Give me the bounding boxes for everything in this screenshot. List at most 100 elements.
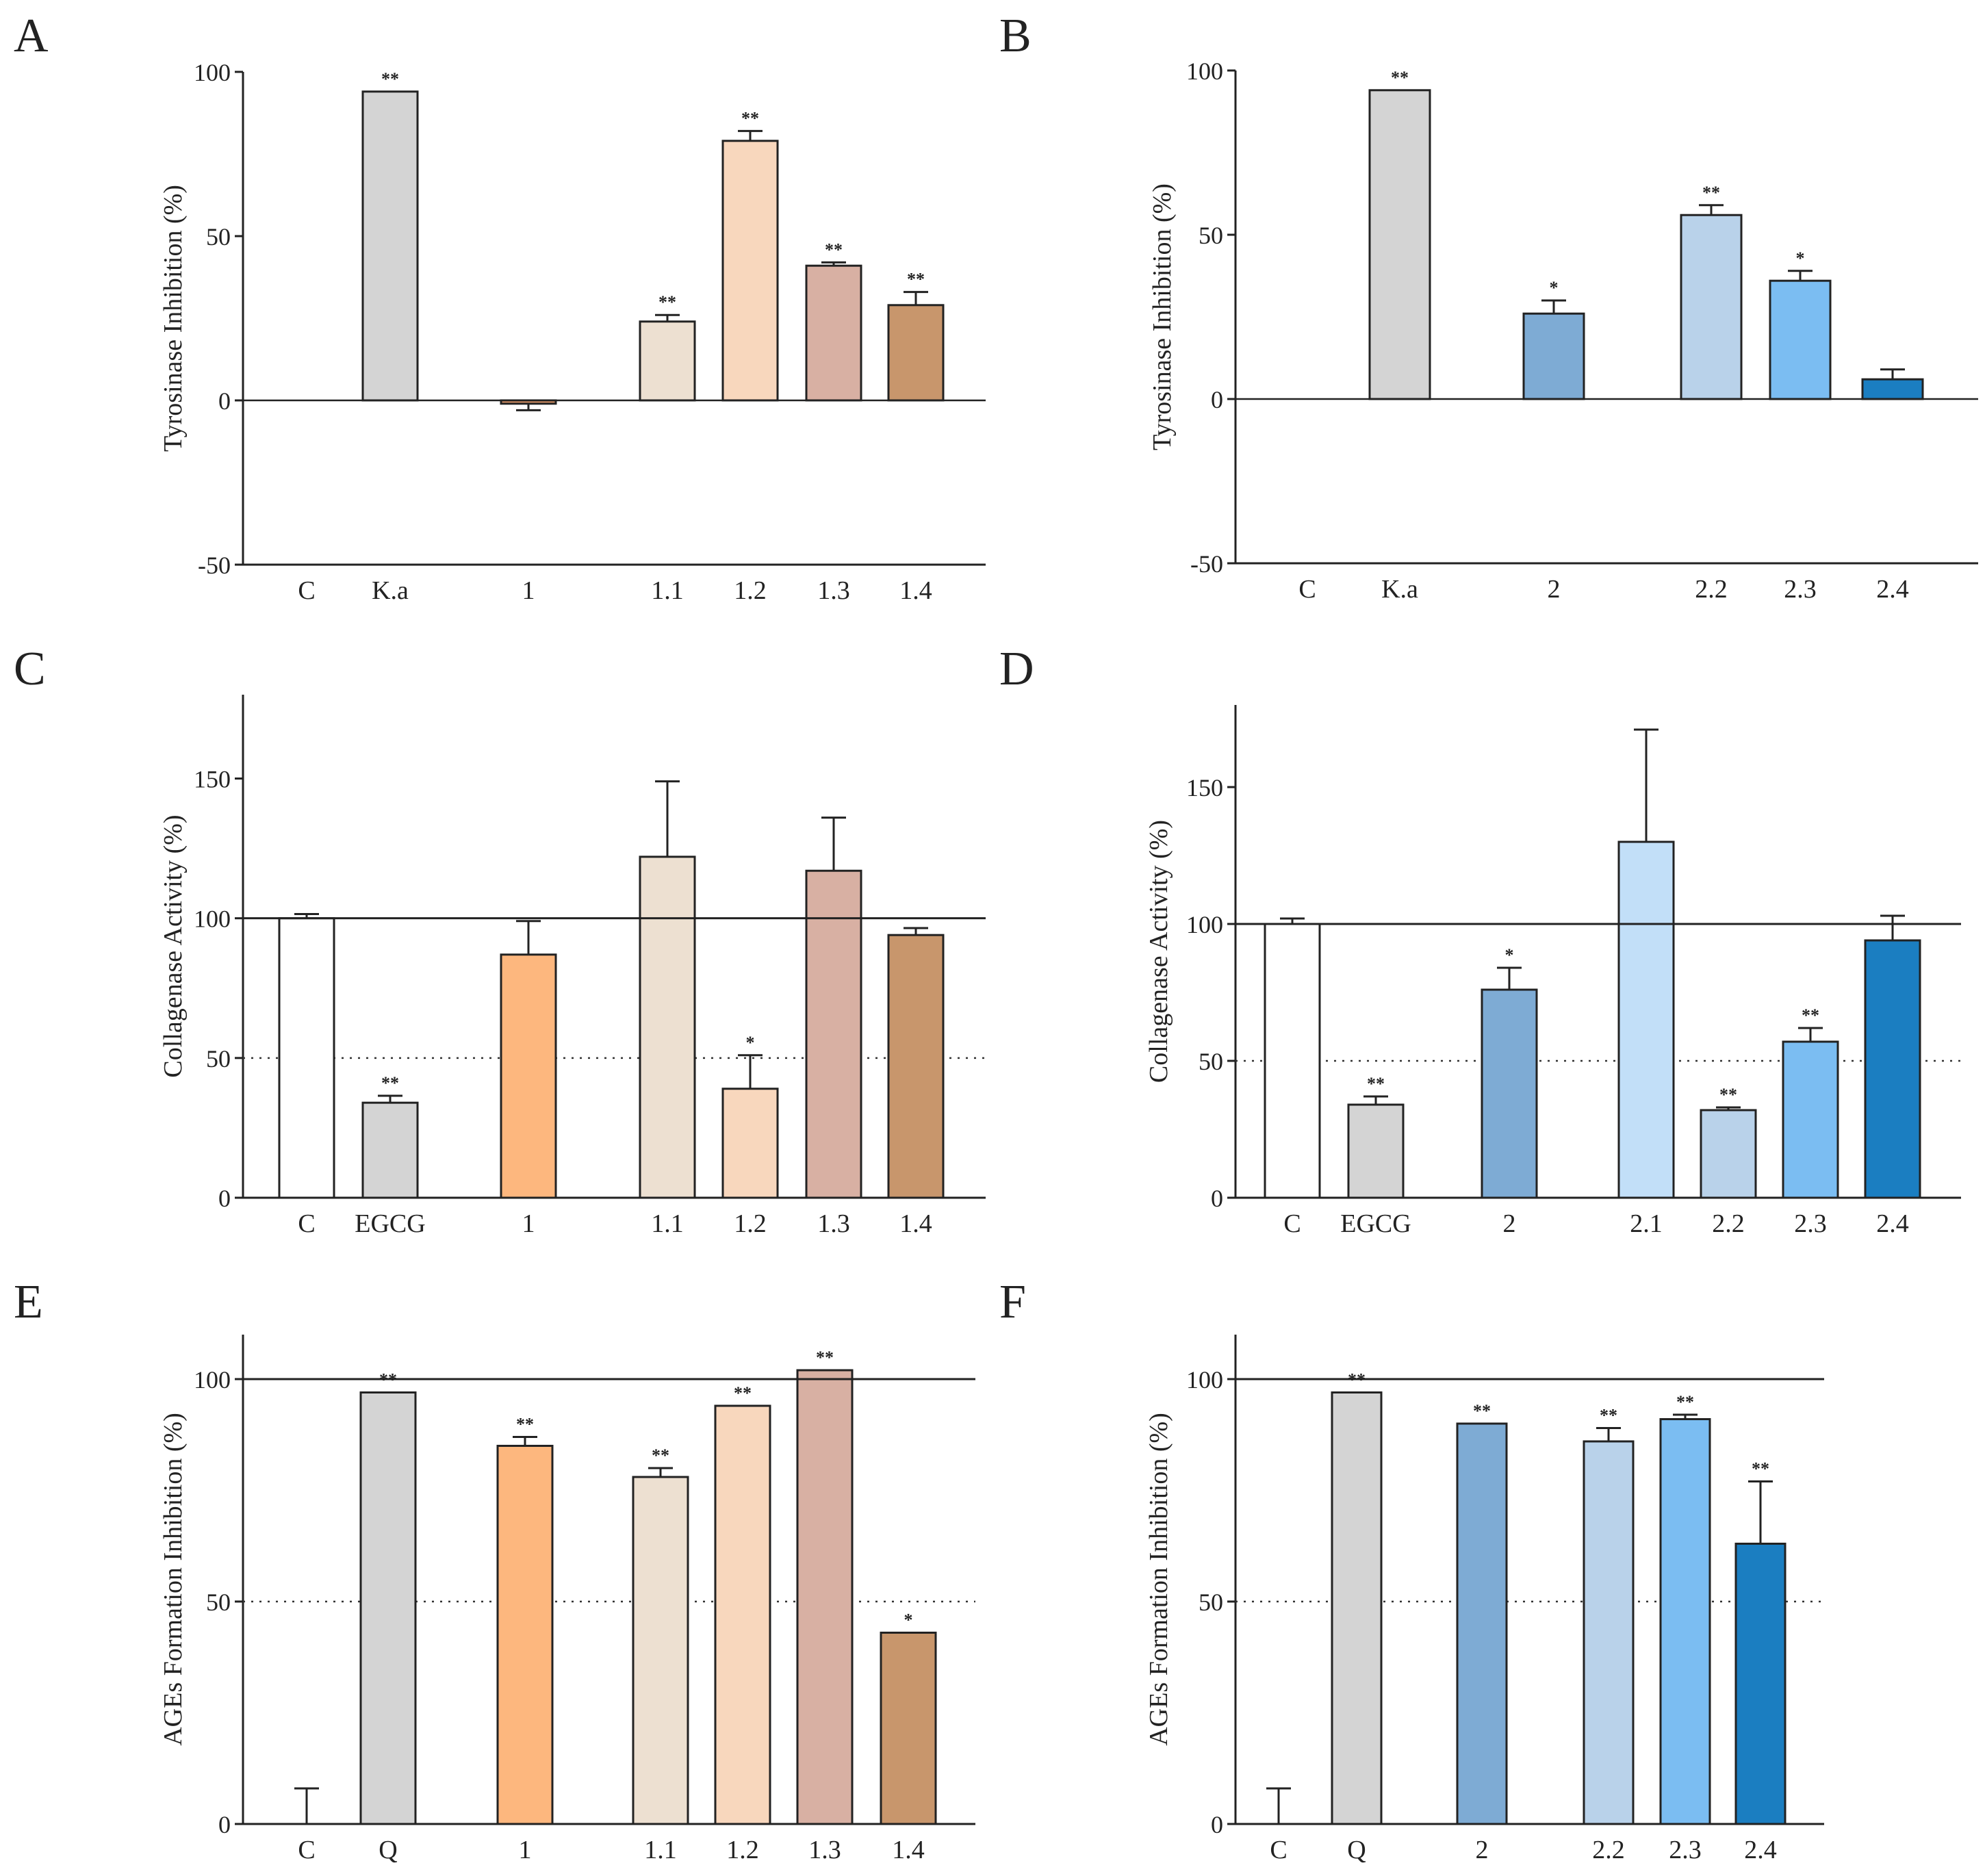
x-tick-label: 1.1: [651, 576, 684, 605]
bar: [887, 934, 945, 1199]
y-tick-label: 0: [1211, 1811, 1223, 1838]
panel-f: F 0 50 100 AGEs Formation Inhibition (%) C ** Q…: [999, 1276, 1824, 1864]
significance-label: **: [381, 1073, 399, 1093]
significance-label: **: [1473, 1401, 1491, 1421]
panel-label: B: [999, 10, 1032, 62]
x-tick-label: 2.2: [1712, 1209, 1745, 1238]
bar: [278, 917, 335, 1199]
x-tick-label: 1.3: [817, 576, 850, 605]
bar: [805, 264, 862, 402]
x-tick-label: 1.1: [644, 1836, 677, 1864]
x-tick-label: 2.4: [1876, 575, 1909, 604]
bar: [1583, 1440, 1635, 1825]
x-tick-label: EGCG: [355, 1209, 425, 1238]
x-tick-label: 2.4: [1876, 1209, 1909, 1238]
bar: [500, 399, 557, 405]
panel-label: A: [14, 10, 49, 62]
bar: [1456, 1422, 1508, 1825]
bar: [632, 1476, 689, 1825]
x-tick-label: Q: [1347, 1836, 1366, 1864]
y-tick-label: 0: [1211, 1185, 1223, 1212]
significance-label: **: [1391, 68, 1409, 88]
x-tick-label: 2: [1548, 575, 1561, 604]
y-tick-label: -50: [198, 552, 231, 579]
y-tick-label: 100: [1186, 1366, 1223, 1393]
y-tick-label: 100: [194, 59, 231, 86]
bar: [1659, 1418, 1711, 1825]
x-tick-label: 1.2: [734, 1209, 767, 1238]
bar: [1864, 939, 1921, 1199]
significance-label: **: [816, 1348, 834, 1367]
significance-label: **: [734, 1383, 752, 1403]
significance-label: **: [658, 292, 676, 312]
bar: [1861, 378, 1924, 400]
x-tick-label: 1.2: [726, 1836, 759, 1864]
bar: [1264, 923, 1321, 1199]
x-tick-label: 2.2: [1695, 575, 1728, 604]
x-tick-label: 2.3: [1784, 575, 1817, 604]
panel-label: D: [999, 643, 1034, 695]
x-tick-label: 2.2: [1592, 1836, 1625, 1864]
bar: [805, 869, 862, 1199]
x-tick-label: 2.3: [1794, 1209, 1827, 1238]
x-tick-label: EGCG: [1340, 1209, 1411, 1238]
bar: [1734, 1543, 1786, 1825]
y-tick-label: 50: [206, 1589, 231, 1616]
x-tick-label: 2.4: [1744, 1836, 1777, 1864]
y-tick-label: 0: [218, 387, 231, 415]
significance-label: *: [1505, 945, 1514, 965]
bar: [880, 1632, 937, 1825]
bar: [361, 1101, 419, 1199]
significance-label: *: [1550, 278, 1559, 298]
y-tick-label: 100: [194, 905, 231, 933]
bar: [721, 1088, 779, 1199]
x-tick-label: 2.3: [1669, 1836, 1702, 1864]
x-tick-label: C: [1270, 1836, 1287, 1864]
significance-label: *: [1796, 248, 1805, 268]
y-tick-label: -50: [1190, 550, 1223, 578]
bar: [500, 953, 557, 1199]
y-tick-label: 100: [1186, 911, 1223, 938]
x-tick-label: 1.4: [899, 1209, 932, 1238]
bar: [639, 856, 696, 1199]
x-tick-label: K.a: [372, 576, 409, 605]
y-tick-label: 150: [194, 766, 231, 793]
panel-label: E: [14, 1276, 43, 1328]
significance-label: **: [1367, 1074, 1385, 1094]
y-tick-label: 50: [1199, 1048, 1223, 1075]
x-tick-label: K.a: [1381, 575, 1418, 604]
y-tick-label: 150: [1186, 774, 1223, 801]
x-tick-label: 1.1: [651, 1209, 684, 1238]
x-tick-label: 2: [1503, 1209, 1516, 1238]
y-tick-label: 0: [218, 1811, 231, 1838]
x-tick-label: 1.4: [899, 576, 932, 605]
panel-d: D 0 50 100 150 Collagenase Activity (%) C ** EGC…: [999, 643, 1961, 1238]
x-tick-label: 1.3: [817, 1209, 850, 1238]
significance-label: **: [1719, 1085, 1737, 1105]
x-tick-label: 1: [519, 1836, 532, 1864]
y-axis-title: Collagenase Activity (%): [1144, 820, 1173, 1083]
significance-label: **: [907, 270, 925, 290]
y-tick-label: 0: [218, 1185, 231, 1212]
x-tick-label: Q: [379, 1836, 397, 1864]
significance-label: **: [1600, 1406, 1617, 1426]
x-tick-label: 2: [1476, 1836, 1489, 1864]
x-tick-label: C: [298, 576, 315, 605]
bar: [639, 320, 696, 402]
significance-label: **: [652, 1445, 669, 1465]
panel-a: A -50 0 50 100 Tyrosinase Inhibition (%) C ** K.…: [14, 10, 986, 605]
significance-label: **: [1676, 1392, 1694, 1412]
significance-label: **: [1702, 183, 1720, 203]
bar: [1680, 214, 1743, 400]
bar: [721, 140, 779, 402]
significance-label: **: [1752, 1459, 1769, 1479]
bar: [1700, 1109, 1757, 1199]
significance-label: **: [381, 69, 399, 89]
panel-label: C: [14, 643, 46, 695]
x-tick-label: C: [1283, 1209, 1301, 1238]
x-tick-label: 1: [522, 576, 535, 605]
y-tick-label: 50: [206, 223, 231, 250]
significance-label: **: [741, 108, 759, 128]
bar: [714, 1404, 771, 1825]
